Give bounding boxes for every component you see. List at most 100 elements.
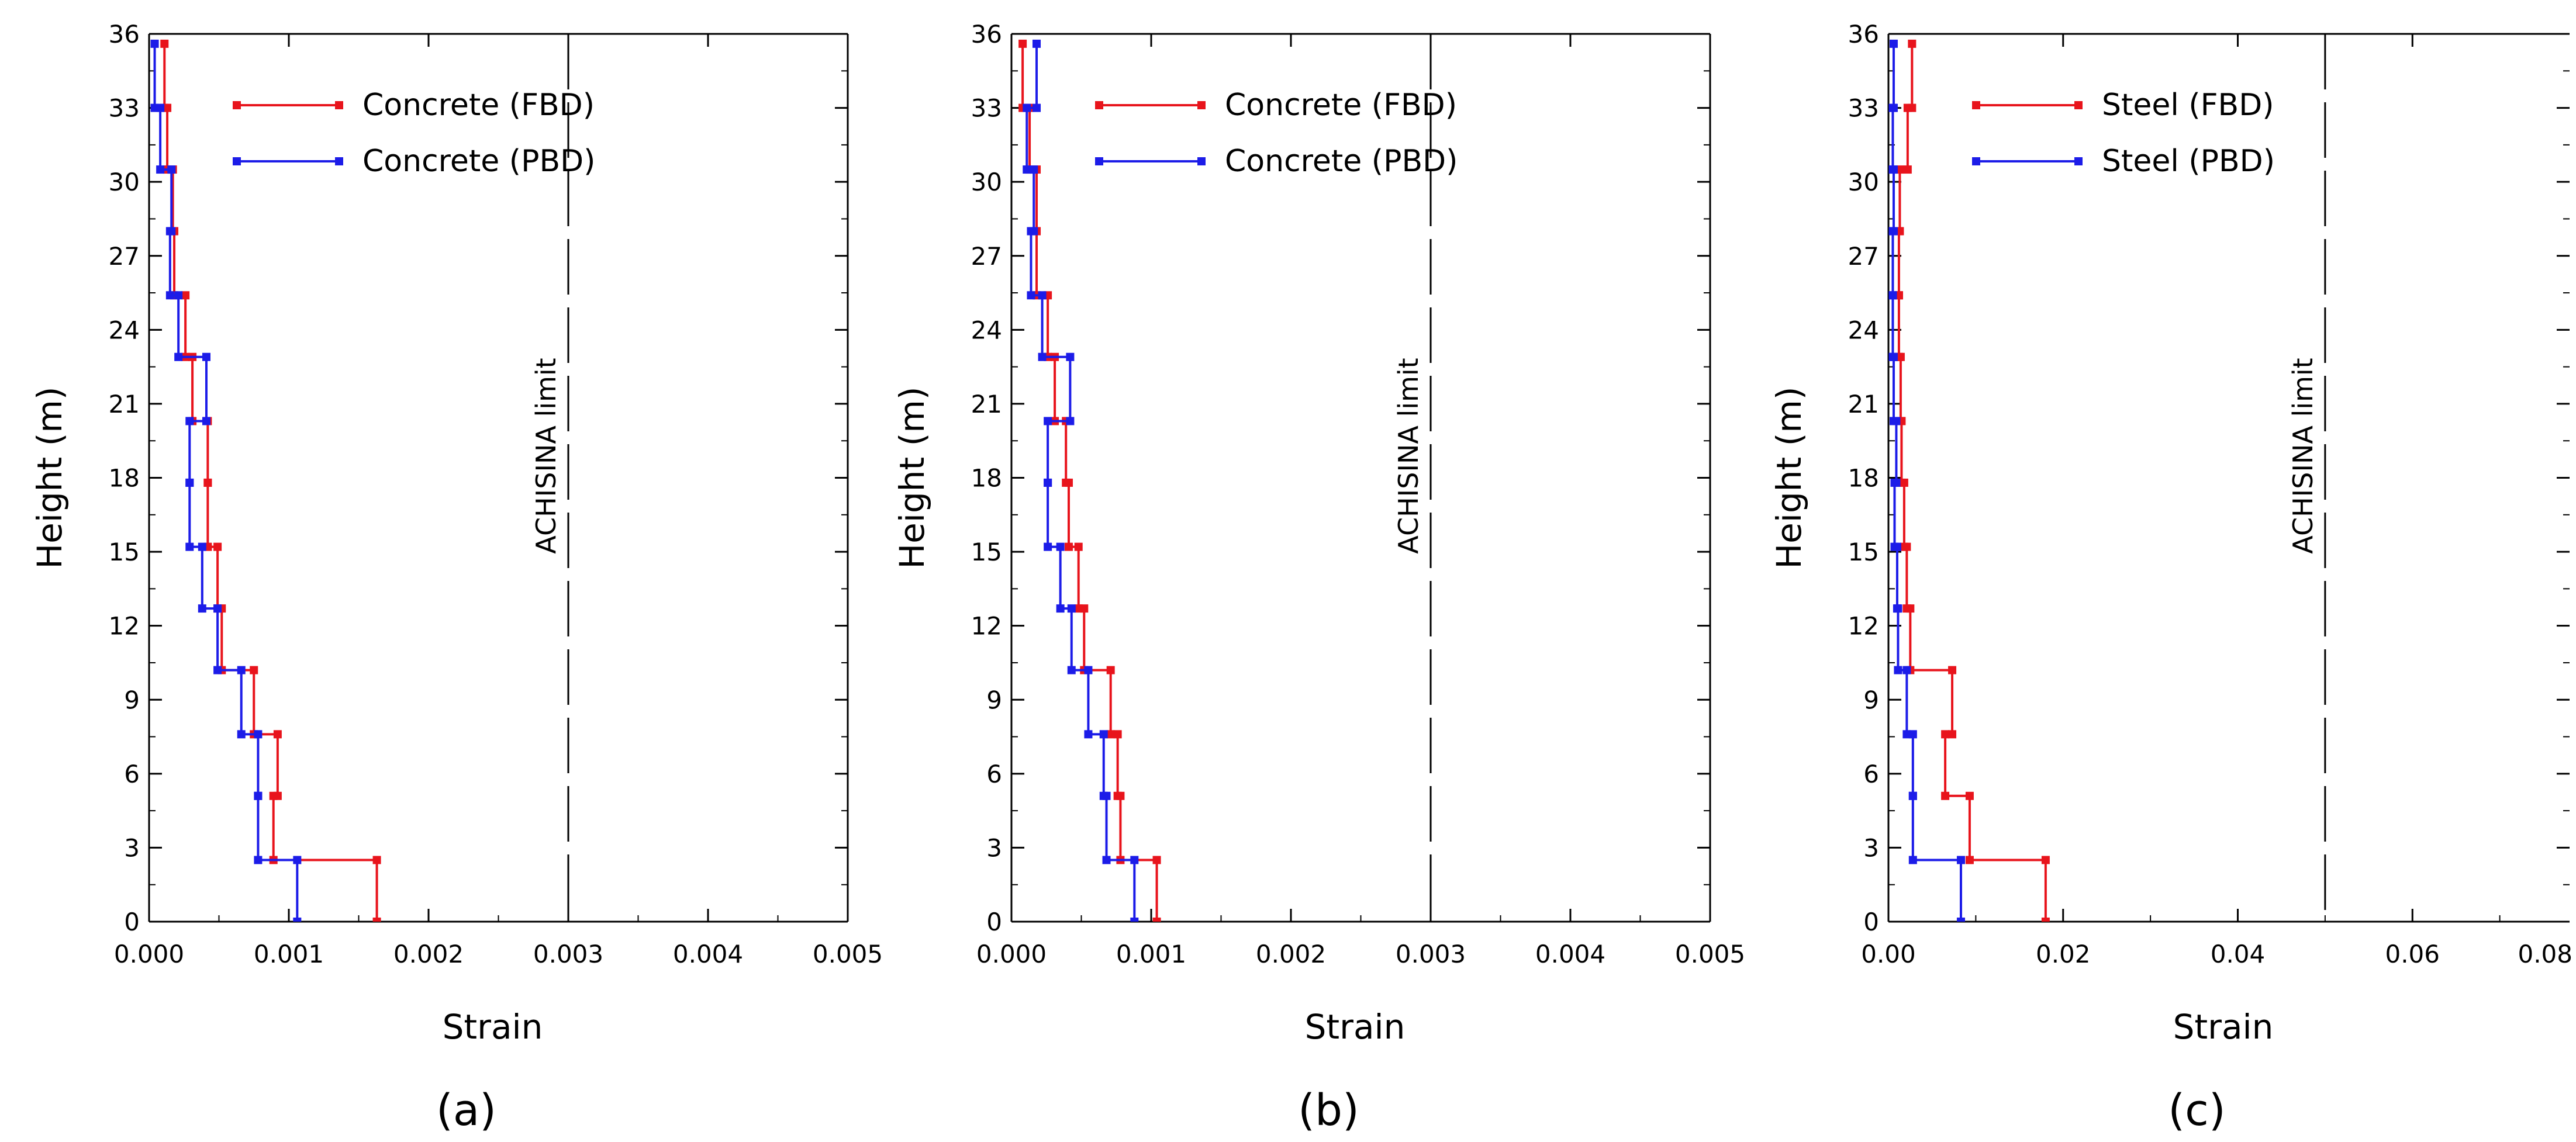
series-marker-1 — [2041, 856, 2050, 864]
y-tick-label: 9 — [1863, 686, 1879, 714]
panel-label: (b) — [1298, 1085, 1359, 1136]
series-marker-1 — [1948, 666, 1957, 674]
series-marker-2 — [1889, 417, 1898, 425]
x-tick-label: 0.001 — [254, 940, 324, 968]
series-marker-1 — [1900, 542, 1908, 551]
y-tick-label: 21 — [109, 390, 140, 418]
series-marker-1 — [1018, 39, 1027, 48]
series-marker-1 — [1941, 791, 1950, 800]
series-marker-1 — [1948, 730, 1957, 739]
series-marker-2 — [185, 478, 194, 487]
series-marker-2 — [1130, 918, 1139, 922]
x-tick-label: 0.04 — [2211, 940, 2266, 968]
series-marker-2 — [254, 791, 263, 800]
series-marker-2 — [1889, 39, 1898, 48]
y-tick-label: 36 — [1848, 20, 1879, 49]
series-marker-2 — [198, 604, 206, 613]
series-marker-2 — [1066, 352, 1075, 361]
x-tick-label: 0.003 — [1396, 940, 1466, 968]
series-marker-2 — [1889, 227, 1898, 236]
panel-label: (a) — [436, 1085, 496, 1136]
plot-area — [1888, 39, 2050, 922]
series-marker-1 — [203, 478, 212, 487]
series-marker-1 — [1062, 478, 1071, 487]
series-marker-2 — [1893, 604, 1901, 613]
series-marker-2 — [1892, 478, 1901, 487]
y-axis-title: Height (m) — [1769, 387, 1809, 569]
series-marker-2 — [1890, 542, 1899, 551]
series-marker-1 — [1965, 791, 1974, 800]
x-tick-label: 0.003 — [533, 940, 603, 968]
series-marker-1 — [1064, 542, 1073, 551]
series-marker-2 — [202, 417, 210, 425]
series-marker-2 — [254, 856, 263, 864]
series-marker-2 — [1084, 730, 1093, 739]
y-tick-label: 3 — [986, 833, 1002, 862]
series-marker-2 — [1067, 666, 1076, 674]
y-tick-label: 24 — [1848, 316, 1879, 344]
series-marker-1 — [372, 918, 381, 922]
x-tick-label: 0.002 — [1256, 940, 1326, 968]
series-marker-2 — [1067, 604, 1076, 613]
series-marker-2 — [1044, 542, 1052, 551]
legend-label: Concrete (FBD) — [1225, 88, 1457, 123]
x-tick-label: 0.02 — [2036, 940, 2091, 968]
y-tick-label: 15 — [1848, 538, 1879, 566]
x-axis-title: Strain — [443, 1007, 543, 1047]
legend-swatch-marker — [1972, 101, 1980, 109]
x-tick-label: 0.001 — [1116, 940, 1186, 968]
series-marker-1 — [1152, 918, 1161, 922]
series-marker-2 — [1102, 856, 1111, 864]
y-tick-label: 9 — [986, 686, 1002, 714]
series-marker-2 — [1084, 666, 1093, 674]
series-marker-2 — [293, 856, 302, 864]
series-marker-1 — [250, 666, 258, 674]
series-marker-2 — [1099, 791, 1108, 800]
legend-swatch-marker — [1972, 157, 1980, 165]
y-tick-label: 33 — [1848, 94, 1879, 123]
y-tick-label: 21 — [1848, 390, 1879, 418]
y-tick-label: 33 — [971, 94, 1002, 123]
series-marker-2 — [167, 227, 176, 236]
series-marker-2 — [237, 730, 246, 739]
series-marker-1 — [1908, 39, 1917, 48]
series-marker-1 — [273, 791, 282, 800]
y-tick-label: 12 — [971, 612, 1002, 641]
legend-label: Steel (FBD) — [2102, 88, 2274, 123]
series-marker-2 — [174, 291, 183, 300]
limit-label: ACHISINA limit — [1393, 358, 1424, 553]
series-marker-2 — [150, 103, 159, 112]
series-marker-2 — [1033, 103, 1041, 112]
series-marker-1 — [1902, 604, 1911, 613]
series-marker-2 — [1888, 352, 1897, 361]
y-tick-label: 0 — [1863, 908, 1879, 936]
series-marker-2 — [156, 165, 165, 174]
y-tick-label: 27 — [109, 242, 140, 271]
series-marker-2 — [1038, 291, 1047, 300]
plot-area — [1018, 39, 1161, 922]
y-tick-label: 18 — [971, 464, 1002, 493]
series-marker-2 — [1130, 856, 1139, 864]
y-tick-label: 3 — [1863, 833, 1879, 862]
legend-swatch-marker — [1197, 101, 1206, 109]
y-tick-label: 30 — [971, 168, 1002, 196]
y-tick-label: 21 — [971, 390, 1002, 418]
series-marker-1 — [1152, 856, 1161, 864]
y-tick-label: 33 — [109, 94, 140, 123]
series-marker-1 — [213, 542, 222, 551]
series-marker-1 — [2041, 918, 2050, 922]
legend-label: Concrete (FBD) — [362, 88, 595, 123]
series-marker-2 — [1027, 291, 1035, 300]
y-tick-label: 18 — [109, 464, 140, 493]
y-tick-label: 9 — [124, 686, 140, 714]
series-marker-2 — [1038, 352, 1047, 361]
legend-swatch-marker — [233, 157, 241, 165]
series-marker-2 — [1889, 103, 1898, 112]
series-marker-1 — [1908, 103, 1917, 112]
series-marker-2 — [1056, 604, 1065, 613]
series-marker-2 — [185, 417, 194, 425]
series-marker-2 — [213, 666, 222, 674]
series-marker-2 — [237, 666, 246, 674]
series-marker-1 — [181, 291, 190, 300]
